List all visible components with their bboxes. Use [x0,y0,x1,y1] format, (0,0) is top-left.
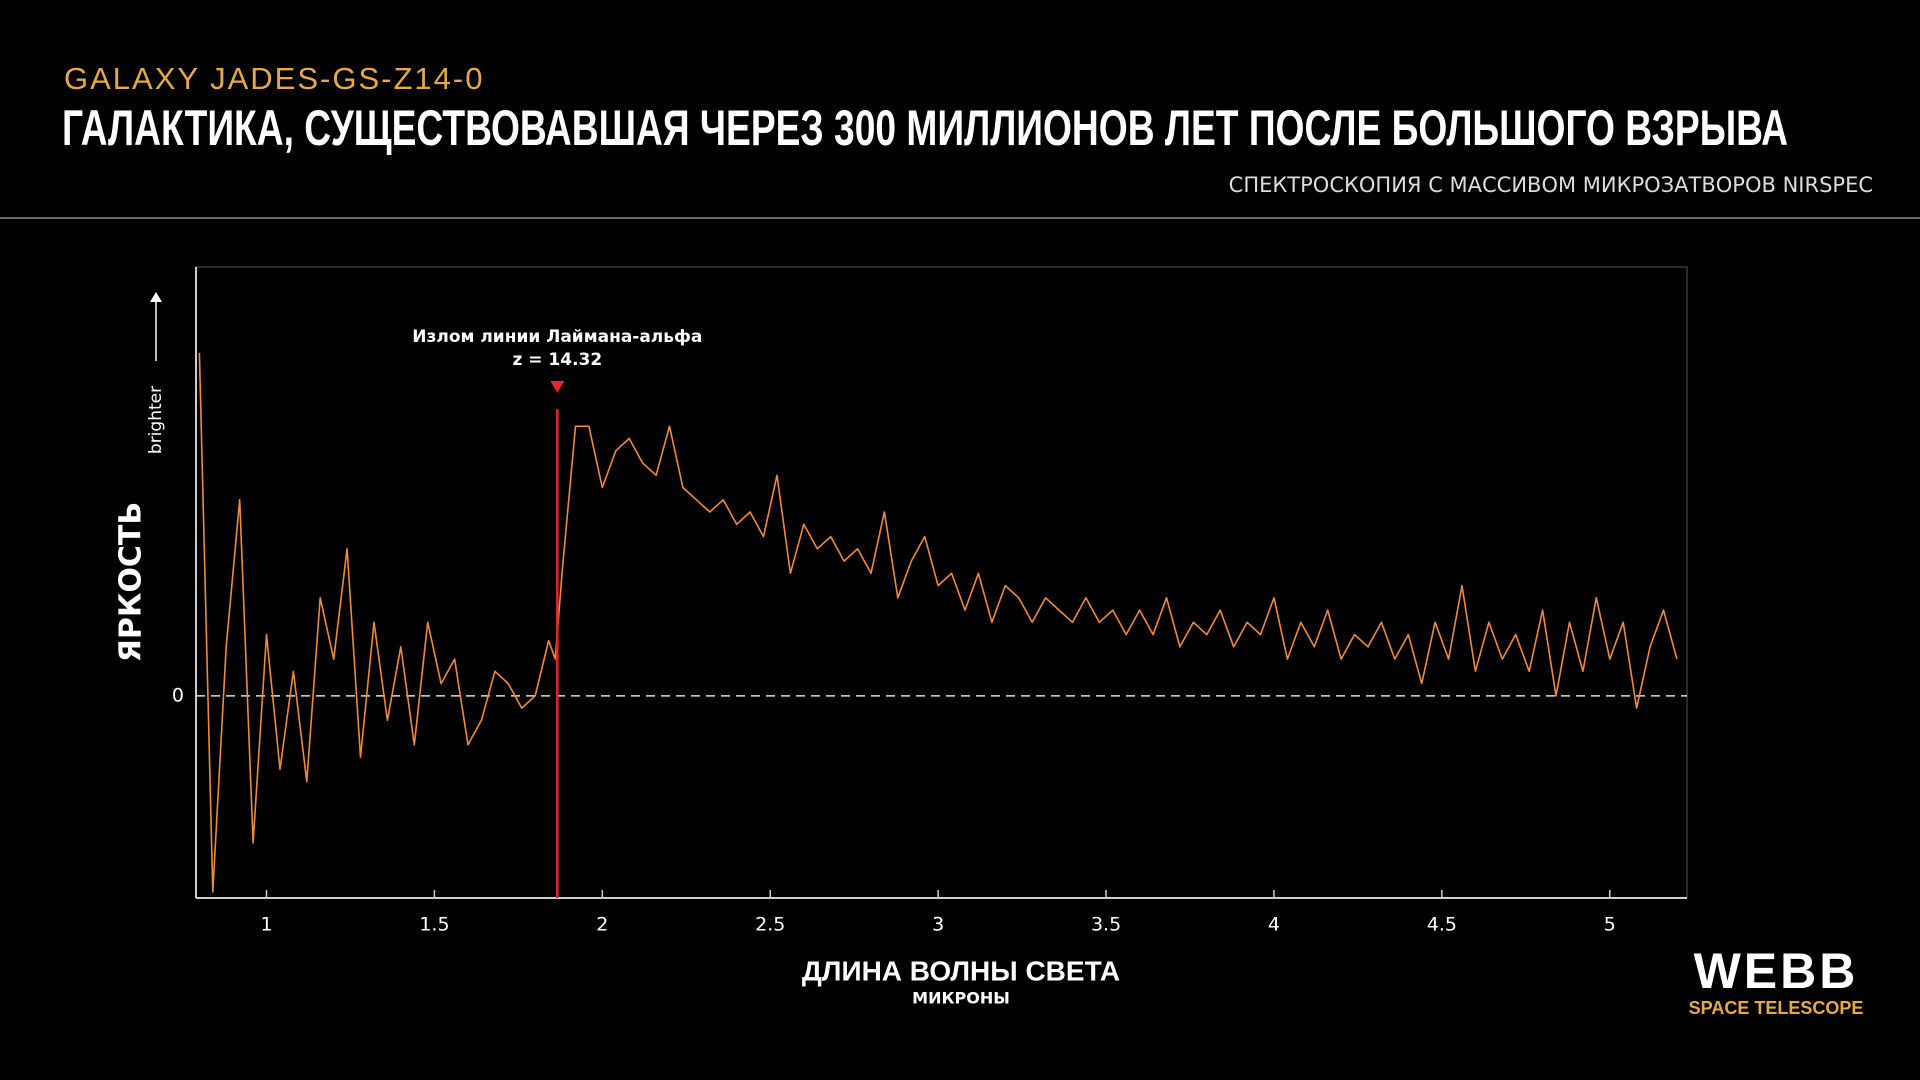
annotation-text: z = 14.32 [512,350,602,370]
x-tick-label: 4 [1268,914,1280,936]
annotation-text: Излом линии Лаймана-альфа [412,327,702,347]
logo-subtitle: SPACE TELESCOPE [1689,998,1864,1018]
lyman-break-marker [550,381,565,393]
x-tick-label: 4.5 [1427,914,1457,936]
x-axis-unit: МИКРОНЫ [912,989,1010,1008]
y-axis-label: ЯРКОСТЬ [114,502,149,662]
y-direction-label: brighter [146,386,166,454]
x-tick-label: 1.5 [419,914,449,936]
x-tick-label: 1 [260,914,272,936]
supertitle: GALAXY JADES-GS-Z14-0 [64,61,484,96]
x-tick-label: 3.5 [1091,914,1121,936]
logo-name: WEBB [1694,943,1859,999]
x-tick-label: 2 [596,914,608,936]
spectrum-line [198,352,1678,893]
chart-subtitle: СПЕКТРОСКОПИЯ С МАССИВОМ МИКРОЗАТВОРОВ N… [1229,173,1873,197]
x-tick-label: 2.5 [755,914,785,936]
x-axis-label: ДЛИНА ВОЛНЫ СВЕТА [802,955,1120,986]
y-tick-label: 0 [172,684,184,706]
chart-title: ГАЛАКТИКА, СУЩЕСТВОВАВШАЯ ЧЕРЕЗ 300 МИЛЛ… [62,100,1788,156]
y-direction-arrowhead [150,292,162,302]
x-tick-label: 5 [1604,914,1616,936]
x-tick-label: 3 [932,914,944,936]
